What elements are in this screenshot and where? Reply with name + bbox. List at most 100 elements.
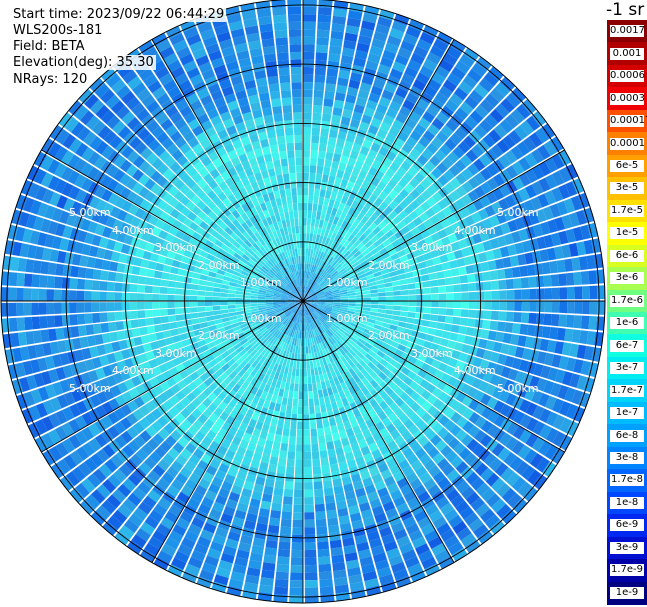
ray-bin [497, 321, 506, 332]
range-ring-label: 4.00km [112, 364, 154, 377]
ray-bin [332, 293, 341, 297]
ray-bin [208, 179, 218, 190]
colorbar-unit: -1 sr [606, 0, 645, 20]
ray-bin [325, 433, 333, 443]
ray-bin [378, 301, 387, 305]
ray-bin [404, 231, 414, 240]
ray-bin [323, 253, 330, 262]
ray-bin [116, 85, 131, 99]
ray-bin [310, 218, 316, 227]
ray-bin [225, 538, 239, 549]
ray-bin [74, 105, 89, 121]
ray-bin [323, 331, 330, 339]
ray-bin [437, 477, 451, 490]
ray-bin [339, 308, 348, 313]
ray-bin [242, 415, 251, 426]
ray-bin [504, 233, 515, 245]
ray-bin [62, 225, 73, 239]
ray-bin [354, 534, 368, 545]
ray-bin [404, 361, 415, 371]
ray-bin [85, 115, 100, 130]
ray-bin [332, 478, 343, 488]
ray-bin [265, 200, 273, 210]
ray-bin [281, 305, 289, 308]
ray-bin [377, 308, 386, 314]
ray-bin [558, 184, 571, 200]
ray-bin [16, 302, 24, 316]
ray-bin [414, 510, 428, 523]
ray-bin [480, 393, 492, 406]
ray-bin [359, 145, 370, 156]
azimuth-spoke [302, 149, 565, 302]
ray-bin [212, 185, 223, 196]
ray-bin [289, 383, 295, 392]
ray-bin [180, 19, 196, 32]
ray-bin [260, 282, 269, 288]
ray-bin [279, 252, 285, 261]
ray-bin [386, 301, 394, 306]
ray-bin [505, 311, 515, 322]
ray-bin [392, 310, 401, 316]
ray-bin [363, 293, 371, 298]
ray-bin [357, 494, 369, 505]
ray-bin [475, 221, 486, 233]
ray-bin [291, 226, 296, 234]
ray-bin [313, 97, 323, 106]
ray-bin [275, 37, 288, 46]
ray-bin [189, 221, 199, 232]
ray-bin [445, 119, 459, 132]
ray-bin [411, 365, 421, 375]
ray-bin [68, 434, 82, 449]
ray-bin [282, 235, 287, 244]
ray-bin [106, 302, 115, 312]
ray-bin [383, 406, 394, 417]
ray-bin [159, 440, 172, 453]
ray-bin [321, 252, 327, 261]
ray-bin [244, 264, 253, 271]
ray-bin [495, 258, 505, 270]
ray-bin [582, 286, 590, 300]
ray-bin [434, 549, 451, 563]
ray-bin [422, 280, 431, 288]
ray-bin [161, 472, 175, 485]
ray-bin [345, 427, 355, 438]
ray-bin [307, 307, 312, 314]
ray-bin [289, 273, 294, 281]
ray-bin [539, 408, 552, 423]
ray-bin [483, 453, 497, 467]
ray-bin [254, 116, 265, 126]
ray-bin [435, 496, 450, 510]
ray-bin [360, 280, 369, 285]
ray-bin [400, 225, 411, 235]
ray-bin [287, 367, 293, 376]
ray-bin [323, 372, 329, 382]
ray-bin [151, 420, 163, 433]
ray-bin [431, 387, 443, 398]
ray-bin [435, 271, 445, 279]
ray-bin [385, 286, 393, 292]
ray-bin [385, 261, 395, 268]
ray-bin [323, 98, 334, 107]
ray-bin [310, 157, 318, 166]
ray-bin [183, 26, 199, 39]
ray-bin [205, 306, 213, 312]
ray-bin [303, 248, 306, 256]
ray-bin [280, 295, 289, 298]
ray-bin [284, 242, 289, 251]
ray-bin [136, 88, 151, 102]
ray-bin [569, 373, 581, 388]
ray-bin [94, 334, 104, 345]
ray-bin [265, 392, 273, 402]
ray-bin [347, 86, 359, 97]
ray-bin [277, 548, 290, 558]
ray-bin [15, 226, 26, 242]
ray-bin [49, 249, 59, 262]
ray-bin [413, 484, 427, 497]
ray-bin [391, 21, 407, 33]
ray-bin [119, 525, 135, 540]
ray-bin [460, 466, 474, 480]
ray-bin [279, 450, 288, 459]
ray-bin [186, 93, 199, 105]
ray-bin [224, 473, 236, 485]
ray-bin [241, 222, 250, 231]
